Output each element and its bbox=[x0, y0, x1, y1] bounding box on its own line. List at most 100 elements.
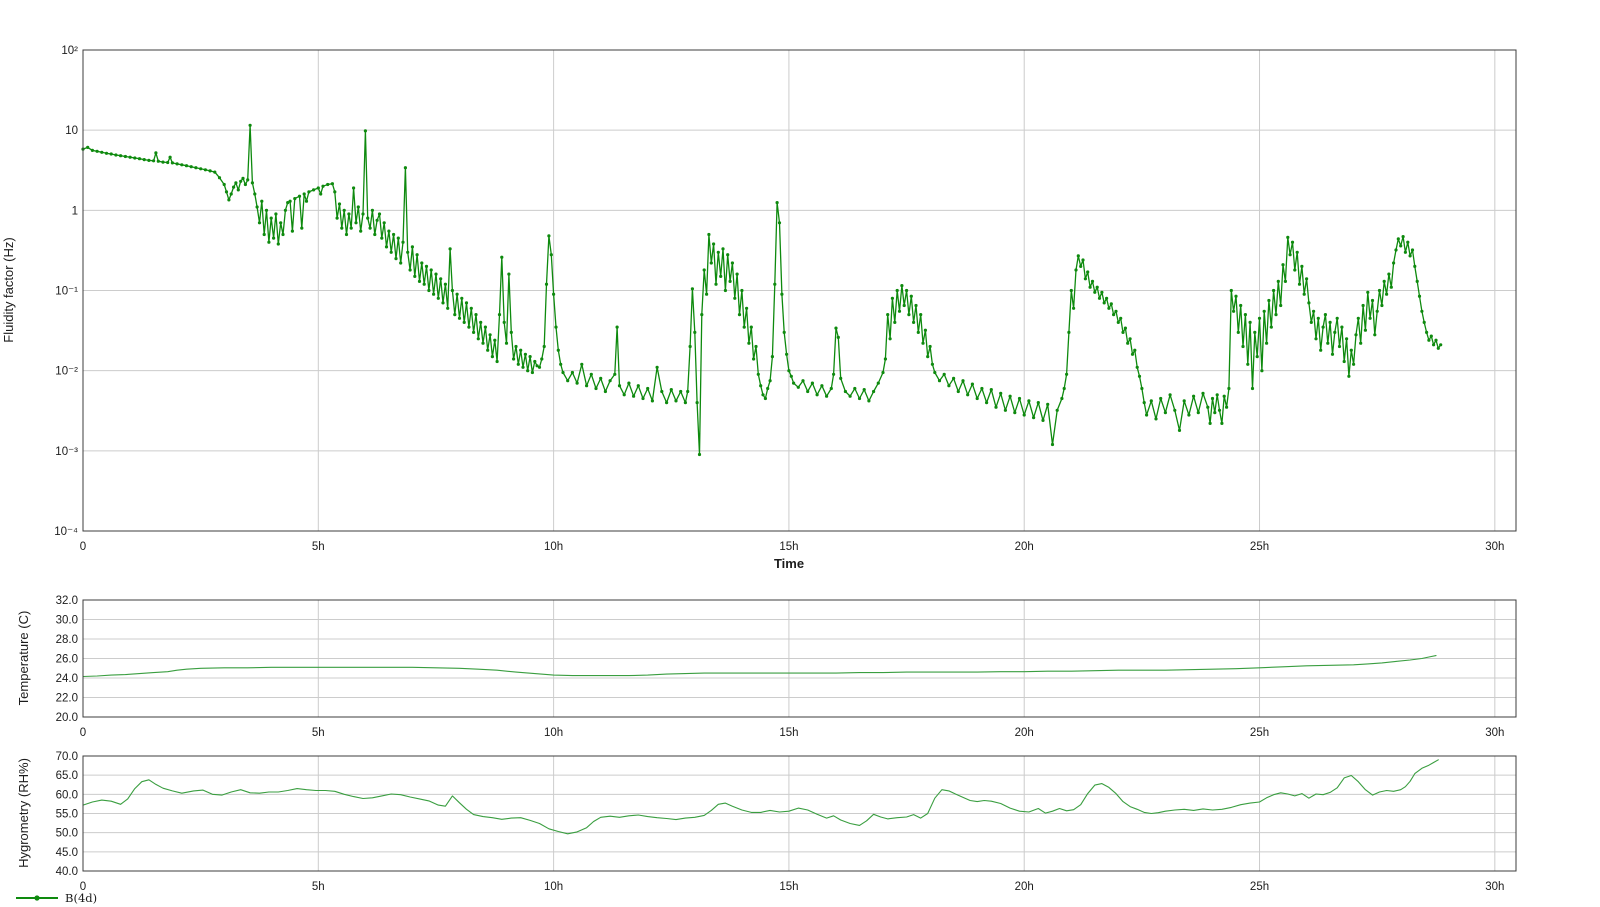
data-point bbox=[700, 313, 704, 317]
data-point bbox=[1434, 338, 1438, 342]
data-point bbox=[756, 372, 760, 376]
legend: B(4d) bbox=[16, 891, 97, 905]
data-point bbox=[881, 370, 885, 375]
data-point bbox=[1321, 325, 1325, 329]
data-point bbox=[427, 288, 431, 293]
data-point bbox=[721, 247, 725, 251]
y-tick-label: 10⁻² bbox=[55, 366, 78, 378]
data-point bbox=[363, 129, 367, 133]
data-point bbox=[697, 452, 702, 457]
data-point bbox=[1149, 399, 1153, 403]
data-point bbox=[1229, 288, 1233, 293]
x-tick-label: 20h bbox=[1015, 541, 1034, 553]
data-point bbox=[1399, 244, 1403, 248]
fluidity-y-tick-labels: 10² 10 1 10⁻¹ 10⁻² 10⁻³ 10⁻⁴ bbox=[54, 45, 78, 538]
data-point bbox=[556, 348, 560, 352]
data-point bbox=[208, 169, 212, 173]
data-point bbox=[709, 261, 713, 265]
x-tick-label: 20h bbox=[1015, 881, 1034, 893]
data-point bbox=[688, 344, 692, 349]
data-point bbox=[919, 313, 923, 317]
data-point bbox=[507, 272, 511, 276]
hygrometry-x-tick-labels: 0 5h 10h 15h 20h 25h 30h bbox=[80, 881, 1505, 893]
data-point bbox=[1279, 303, 1283, 308]
data-point bbox=[476, 337, 480, 341]
data-point bbox=[493, 338, 497, 342]
fluidity-gridlines bbox=[83, 50, 1516, 531]
data-point bbox=[1340, 325, 1344, 329]
data-point bbox=[382, 221, 386, 225]
data-point bbox=[730, 261, 735, 265]
data-point bbox=[297, 194, 302, 198]
y-tick-label: 22.0 bbox=[56, 693, 78, 705]
data-point bbox=[1286, 235, 1290, 239]
data-point bbox=[1257, 316, 1262, 320]
data-point bbox=[679, 389, 683, 394]
data-point bbox=[735, 272, 739, 276]
x-tick-label: 30h bbox=[1485, 881, 1504, 893]
data-point bbox=[448, 247, 452, 251]
data-point bbox=[147, 158, 151, 162]
data-point bbox=[792, 381, 796, 385]
data-point bbox=[104, 151, 109, 155]
data-point bbox=[1192, 394, 1196, 398]
data-point bbox=[1069, 288, 1073, 293]
data-point bbox=[1385, 292, 1389, 296]
data-point bbox=[246, 178, 250, 182]
data-point bbox=[243, 182, 247, 187]
data-point bbox=[1429, 334, 1433, 338]
x-tick-label: 0 bbox=[80, 541, 86, 553]
data-point bbox=[1262, 309, 1266, 313]
data-point bbox=[184, 164, 189, 168]
data-point bbox=[1241, 344, 1245, 349]
data-point bbox=[392, 232, 396, 237]
data-point bbox=[914, 303, 918, 308]
data-point bbox=[453, 313, 457, 317]
data-point bbox=[883, 357, 888, 361]
data-point bbox=[429, 268, 433, 272]
data-point bbox=[377, 212, 382, 216]
data-point bbox=[1265, 341, 1269, 345]
x-tick-label: 0 bbox=[80, 881, 86, 893]
y-tick-label: 65.0 bbox=[56, 770, 78, 782]
data-point bbox=[267, 240, 271, 244]
data-point bbox=[1337, 344, 1342, 349]
data-point bbox=[766, 386, 770, 391]
data-point bbox=[1173, 408, 1177, 412]
data-point bbox=[806, 389, 810, 394]
data-point bbox=[234, 181, 238, 185]
hygrometry-plot-border bbox=[82, 755, 1517, 872]
data-point bbox=[1333, 330, 1337, 334]
data-point bbox=[286, 201, 290, 205]
data-point bbox=[829, 386, 833, 391]
data-point bbox=[719, 274, 723, 278]
data-point bbox=[655, 365, 659, 369]
data-point bbox=[142, 158, 146, 162]
data-point bbox=[264, 208, 269, 212]
data-point bbox=[1243, 313, 1247, 317]
data-point bbox=[989, 388, 993, 392]
data-point bbox=[1140, 386, 1144, 391]
y-tick-label: 55.0 bbox=[56, 809, 78, 821]
data-point bbox=[1370, 298, 1375, 303]
data-point bbox=[1119, 316, 1123, 320]
data-point bbox=[1276, 279, 1280, 283]
data-point bbox=[1436, 346, 1440, 350]
data-point bbox=[839, 376, 843, 380]
data-point bbox=[464, 301, 469, 305]
y-tick-label: 1 bbox=[72, 205, 78, 217]
data-point bbox=[1112, 313, 1116, 317]
data-point bbox=[980, 386, 984, 391]
data-point bbox=[966, 393, 970, 397]
data-point bbox=[1248, 320, 1252, 324]
data-point bbox=[999, 391, 1003, 395]
data-point bbox=[1145, 413, 1149, 417]
data-point bbox=[1408, 254, 1412, 258]
data-point bbox=[1319, 348, 1323, 352]
data-point bbox=[921, 341, 925, 345]
data-point bbox=[462, 320, 466, 324]
data-point bbox=[439, 277, 443, 281]
data-point bbox=[801, 379, 805, 383]
data-point bbox=[239, 179, 243, 183]
